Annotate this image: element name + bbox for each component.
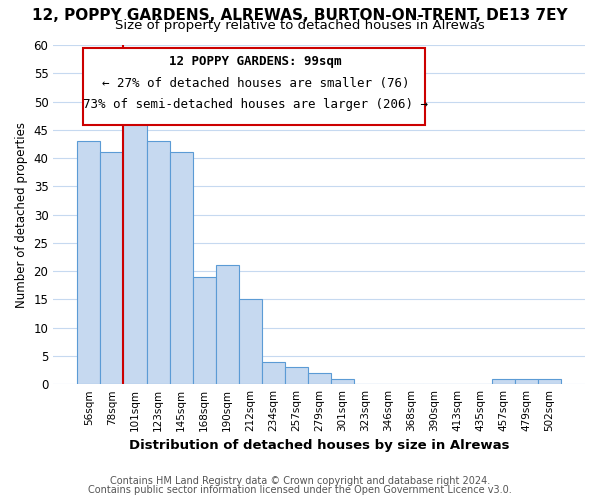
- Bar: [77, 141, 100, 384]
- Bar: [262, 362, 284, 384]
- Bar: [146, 141, 170, 384]
- Text: Contains public sector information licensed under the Open Government Licence v3: Contains public sector information licen…: [88, 485, 512, 495]
- Bar: [215, 266, 239, 384]
- X-axis label: Distribution of detached houses by size in Alrewas: Distribution of detached houses by size …: [129, 440, 509, 452]
- Bar: [308, 373, 331, 384]
- Text: Contains HM Land Registry data © Crown copyright and database right 2024.: Contains HM Land Registry data © Crown c…: [110, 476, 490, 486]
- Bar: [492, 378, 515, 384]
- FancyBboxPatch shape: [83, 48, 425, 124]
- Bar: [100, 152, 124, 384]
- Bar: [124, 113, 146, 384]
- Text: ← 27% of detached houses are smaller (76): ← 27% of detached houses are smaller (76…: [101, 77, 409, 90]
- Bar: [538, 378, 561, 384]
- Text: 12 POPPY GARDENS: 99sqm: 12 POPPY GARDENS: 99sqm: [169, 55, 341, 68]
- Y-axis label: Number of detached properties: Number of detached properties: [15, 122, 28, 308]
- Bar: [193, 277, 215, 384]
- Bar: [284, 367, 308, 384]
- Bar: [170, 152, 193, 384]
- Text: 73% of semi-detached houses are larger (206) →: 73% of semi-detached houses are larger (…: [83, 98, 428, 110]
- Text: Size of property relative to detached houses in Alrewas: Size of property relative to detached ho…: [115, 19, 485, 32]
- Bar: [331, 378, 353, 384]
- Text: 12, POPPY GARDENS, ALREWAS, BURTON-ON-TRENT, DE13 7EY: 12, POPPY GARDENS, ALREWAS, BURTON-ON-TR…: [32, 8, 568, 22]
- Bar: [515, 378, 538, 384]
- Bar: [239, 300, 262, 384]
